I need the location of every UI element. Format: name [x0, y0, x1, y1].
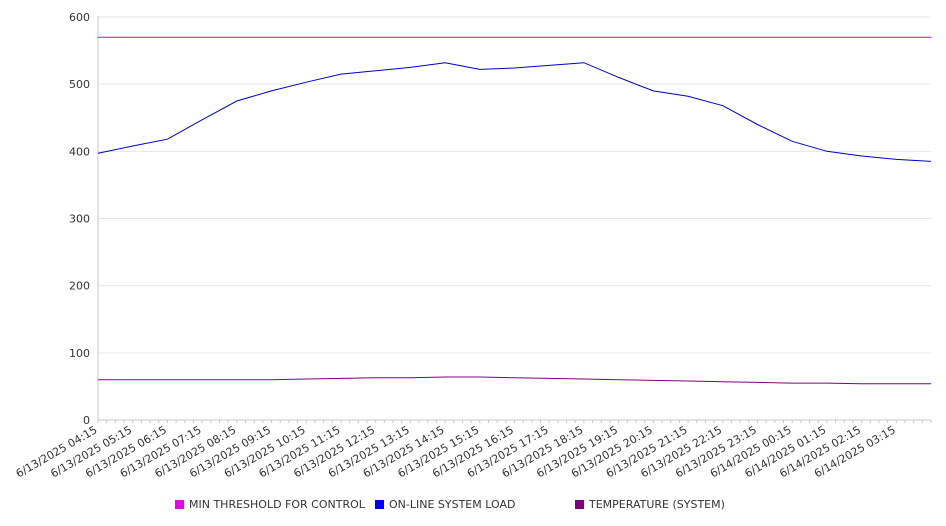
y-tick-label: 600	[69, 11, 90, 24]
y-axis-ticks: 0 100 200 300 400 500 600	[69, 11, 90, 427]
x-axis-ticks: 6/13/2025 04:156/13/2025 05:156/13/2025 …	[14, 423, 898, 480]
legend-item-system-load[interactable]: ON-LINE SYSTEM LOAD	[375, 498, 515, 511]
y-tick-label: 300	[69, 213, 90, 226]
series-lines	[97, 36, 932, 385]
grid-lines	[98, 16, 931, 354]
legend: MIN THRESHOLD FOR CONTROL ON-LINE SYSTEM…	[0, 498, 946, 516]
legend-label-temperature: TEMPERATURE (SYSTEM)	[589, 498, 725, 511]
axes	[97, 16, 932, 423]
y-tick-label: 0	[83, 414, 90, 427]
legend-swatch-min-threshold	[175, 500, 184, 509]
legend-swatch-temperature	[575, 500, 584, 509]
y-tick-label: 400	[69, 145, 90, 158]
legend-label-min-threshold: MIN THRESHOLD FOR CONTROL	[189, 498, 365, 511]
series-line-1	[97, 62, 932, 162]
legend-item-min-threshold[interactable]: MIN THRESHOLD FOR CONTROL	[175, 498, 365, 511]
legend-label-system-load: ON-LINE SYSTEM LOAD	[389, 498, 516, 511]
series-line-2	[98, 376, 931, 385]
y-tick-label: 200	[69, 280, 90, 293]
y-tick-label: 500	[69, 78, 90, 91]
y-tick-label: 100	[69, 347, 90, 360]
legend-item-temperature[interactable]: TEMPERATURE (SYSTEM)	[575, 498, 725, 511]
legend-swatch-system-load	[375, 500, 384, 509]
